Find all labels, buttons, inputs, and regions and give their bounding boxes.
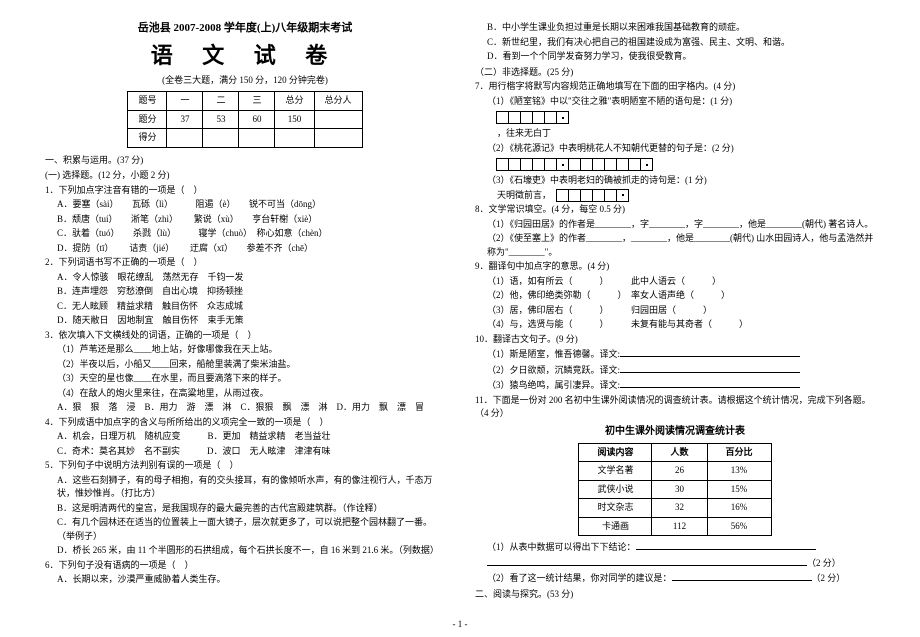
q9a: （1）语，如有所云（ ） 此中人语云（ ）	[475, 275, 875, 289]
q2-opt: D．随天敝日 因地制宜 触目伤怀 束手无策	[45, 314, 445, 328]
stats-table: 阅读内容 人数 百分比 文学名著2613% 武侠小说3015% 时文杂志3216…	[578, 443, 771, 537]
subtitle: (全卷三大题，满分 150 分，120 分钟完卷)	[45, 74, 445, 88]
table-row: 题号 一 二 三 总分 总分人	[128, 92, 362, 111]
q9c: （3）居，佛印居右（ ） 归园田居（ ）	[475, 304, 875, 318]
q1: 1．下列加点字注音有错的一项是（ ）	[45, 184, 445, 198]
q6-opt: D．看到一个个同学发奋努力学习，使我很受教育。	[475, 50, 875, 64]
section-1: 一、积累与运用。(37 分)	[45, 154, 445, 168]
q9b: （2）他，佛印绝类弥勒（ ） 率女人语声绝（ ）	[475, 289, 875, 303]
q3-line: （3）天空的星也像____在水里，而且要滴落下来的样子。	[45, 372, 445, 386]
q8: 8．文学常识填空。(4 分，每空 0.5 分)	[475, 203, 875, 217]
q6-opt: B．中小学生课业负担过重是长期以来困难我国基础教育的顽症。	[475, 21, 875, 35]
q2-opt: C．无人眩顾 精益求精 触目伤怀 众志成城	[45, 300, 445, 314]
q4-opt: A．机会，日理万机 随机应变 B．更加 精益求精 老当益壮	[45, 430, 445, 444]
q5-opt: B．这是明清两代的皇宫，是我国现存的最大最完善的古代宫殿建筑群。（作诠释）	[45, 502, 445, 516]
q3-line: （1）芦苇还是那么____地上站，好像哪像我在天上站。	[45, 343, 445, 357]
q7b: （2）《桃花源记》中表明桃花人不知朝代更替的句子是：(2 分)	[475, 142, 875, 156]
q10b: （2）夕日欲颓，沉鳞竞跃。译文:	[475, 363, 875, 378]
q7c: （3）《石壕吏》中表明老妇的确被抓走的诗句是：(1 分)	[475, 174, 875, 188]
q1-opt: B．颓唐（tuí） 淅笔（zhì） 繁说（xù） 亨台轩榭（xiè）	[45, 213, 445, 227]
q2-opt: A．令人惊骇 眼花缭乱 荡然无存 千钧一发	[45, 271, 445, 285]
answer-boxes	[497, 111, 875, 124]
q1-opt: D．提防（tī） 诘责（jié） 迂腐（xī） 参差不齐（chē）	[45, 242, 445, 256]
q9d: （4）与，选贤与能（ ） 未复有能与其奇者（ ）	[475, 318, 875, 332]
page-number: - 1 -	[453, 618, 468, 632]
table-row: 阅读内容 人数 百分比	[579, 443, 771, 462]
q11a: （1）从表中数据可以得出下下结论：	[475, 540, 875, 555]
title-block: 岳池县 2007-2008 学年度(上)八年级期末考试 语 文 试 卷 (全卷三…	[45, 20, 445, 87]
q8b: （2）《使至塞上》的作者________，________，他是________…	[475, 232, 875, 259]
q7c-pre: 天明徵前言，	[475, 189, 875, 203]
q4: 4．下列成语中加点字的含义与所所给出的义项完全一致的一项是（ ）	[45, 416, 445, 430]
q5: 5．下列句子中说明方法判别有误的一项是（ ）	[45, 459, 445, 473]
table-row: 卡通画11256%	[579, 517, 771, 536]
section-3: 二、阅读与探究。(53 分)	[475, 588, 875, 602]
table-row: 文学名著2613%	[579, 462, 771, 481]
q9: 9．翻译句中加点字的意思。(4 分)	[475, 260, 875, 274]
section-2: （二）非选择题。(25 分)	[475, 66, 875, 80]
q1-opt: A．要塞（sài） 瓦砾（lì） 阻遏（è） 锐不可当（dōng）	[45, 198, 445, 212]
right-column: B．中小学生课业负担过重是长期以来困难我国基础教育的顽症。 C．新世纪里，我们有…	[460, 20, 890, 627]
q7a: （1）《陋室铭》中以"交往之雅"表明陋室不陋的语句是：(1 分)	[475, 95, 875, 109]
answer-boxes	[497, 158, 875, 171]
q5-opt: D．桥长 265 米，由 11 个半圆形的石拱组成，每个石拱长度不一，自 16 …	[45, 544, 445, 558]
q2-opt: B．连声埋怨 穷愁潦倒 自出心境 抑扬顿挫	[45, 285, 445, 299]
table-row: 题分 37 53 60 150	[128, 110, 362, 129]
q3: 3．依次填入下文横线处的词语，正确的一项是（ ）	[45, 329, 445, 343]
table-row: 时文杂志3216%	[579, 499, 771, 518]
q7: 7．用行楷字将默写内容规范正确地填写在下面的田字格内。(4 分)	[475, 80, 875, 94]
q10c: （3）猿鸟绝鸣，属引凄异。译文:	[475, 378, 875, 393]
section-1a: (一) 选择题。(12 分，小题 2 分)	[45, 169, 445, 183]
q6-opt: A．长期以来，沙漠严重威胁着人类生存。	[45, 573, 445, 587]
q3-line: （4）在敌人的炮火里来往，在高粱地里，从雨过夜。	[45, 387, 445, 401]
table-row: 得分	[128, 129, 362, 148]
q6: 6．下列句子没有语病的一项是（ ）	[45, 559, 445, 573]
q5-opt: A．这些石刻狮子，有的母子相抱，有的交头接耳，有的像倾听水声，有的像注视行人，千…	[45, 474, 445, 501]
q2: 2．下列词语书写不正确的一项是（ ）	[45, 256, 445, 270]
q7a-tail: ，往来无白丁	[475, 127, 875, 141]
q4-opt: C．奇术：莫名其妙 名不副实 D．波口 无人眩津 津津有味	[45, 445, 445, 459]
q1-opt: C．驮着（tuó） 杀戮（lù） 寝学（chuò） 称心如意（chèn）	[45, 227, 445, 241]
q10a: （1）斯是陋室，惟吾德馨。译文:	[475, 347, 875, 362]
q11b: （2）看了这一统计结果，你对同学的建议是：（2 分）	[475, 571, 875, 586]
left-column: 岳池县 2007-2008 学年度(上)八年级期末考试 语 文 试 卷 (全卷三…	[30, 20, 460, 627]
score-table: 题号 一 二 三 总分 总分人 题分 37 53 60 150 得分	[127, 91, 362, 148]
stats-title: 初中生课外阅读情况调查统计表	[475, 424, 875, 439]
q3-options: A．狠 狠 落 浸 B．用力 游 漂 淋 C．狠狠 飘 漂 淋 D．用力 飘 漂…	[45, 401, 445, 415]
q5-opt: C．有几个园林还在适当的位置装上一面大镜子，层次就更多了，可以说把整个园林翻了一…	[45, 516, 445, 543]
q3-line: （2）半夜以后，小船又____回来，船舱里装满了柴米油盐。	[45, 358, 445, 372]
table-row: 武侠小说3015%	[579, 480, 771, 499]
q11a-line2: （2 分）	[475, 556, 875, 571]
q11: 11．下面是一份对 200 名初中生课外阅读情况的调查统计表。请根据这个统计情况…	[475, 394, 875, 421]
q10: 10．翻译古文句子。(9 分)	[475, 333, 875, 347]
q8a: （1）《归园田居》的作者是________，字________，字_______…	[475, 218, 875, 232]
pre-title: 岳池县 2007-2008 学年度(上)八年级期末考试	[45, 20, 445, 37]
main-title: 语 文 试 卷	[45, 39, 445, 72]
q6-opt: C．新世纪里，我们有决心把自己的祖国建设成为富强、民主、文明、和谐。	[475, 36, 875, 50]
